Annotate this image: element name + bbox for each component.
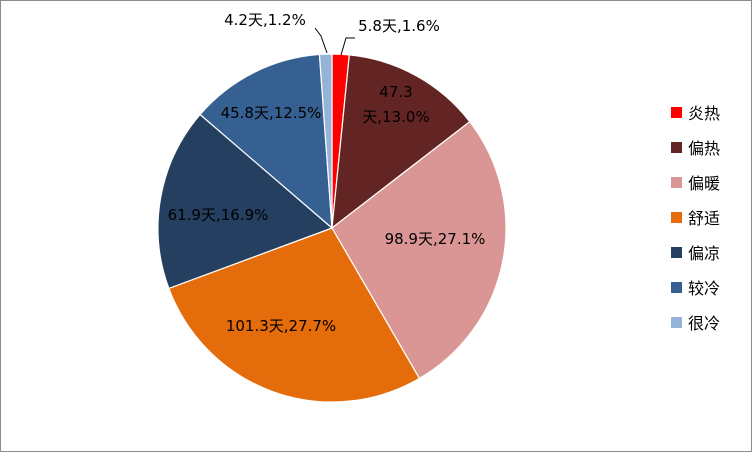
data-label-7: 4.2天,1.2% <box>224 11 306 29</box>
legend-label-6: 较冷 <box>688 279 720 298</box>
legend-label-7: 很冷 <box>688 314 720 333</box>
pie-slice-5 <box>157 113 334 290</box>
pie-slices <box>157 53 507 403</box>
leader-line-7 <box>314 27 328 54</box>
legend-swatch-1 <box>671 107 682 118</box>
legend-swatch-3 <box>671 177 682 188</box>
pie-slice-4 <box>168 227 421 403</box>
leader-lines <box>314 27 355 56</box>
pie-slice-7 <box>318 53 333 229</box>
legend-swatch-6 <box>671 282 682 293</box>
pie-slice-6 <box>199 53 333 230</box>
pie-slice-3 <box>331 120 507 380</box>
data-label-5: 61.9天,16.9% <box>168 206 269 224</box>
legend-label-2: 偏热 <box>688 139 720 158</box>
legend-label-1: 炎热 <box>688 104 720 123</box>
legend-label-3: 偏暖 <box>688 174 720 193</box>
leader-line-1 <box>340 37 355 56</box>
data-label-3: 98.9天,27.1% <box>385 230 486 248</box>
legend-swatch-4 <box>671 212 682 223</box>
data-label-1: 5.8天,1.6% <box>358 17 440 35</box>
data-label-2: 47.3 天,13.0% <box>362 83 429 126</box>
legend-swatch-5 <box>671 247 682 258</box>
pie-slice-2 <box>331 54 471 230</box>
data-labels: 5.8天,1.6% 47.3 天,13.0% 98.9天,27.1% 101.3天,27… <box>168 11 486 335</box>
data-label-6: 45.8天,12.5% <box>221 104 322 122</box>
legend-swatch-7 <box>671 317 682 328</box>
data-label-4: 101.3天,27.7% <box>226 317 336 335</box>
legend-label-4: 舒适 <box>688 209 720 228</box>
legend-swatch-2 <box>671 142 682 153</box>
legend-label-5: 偏凉 <box>688 244 720 263</box>
